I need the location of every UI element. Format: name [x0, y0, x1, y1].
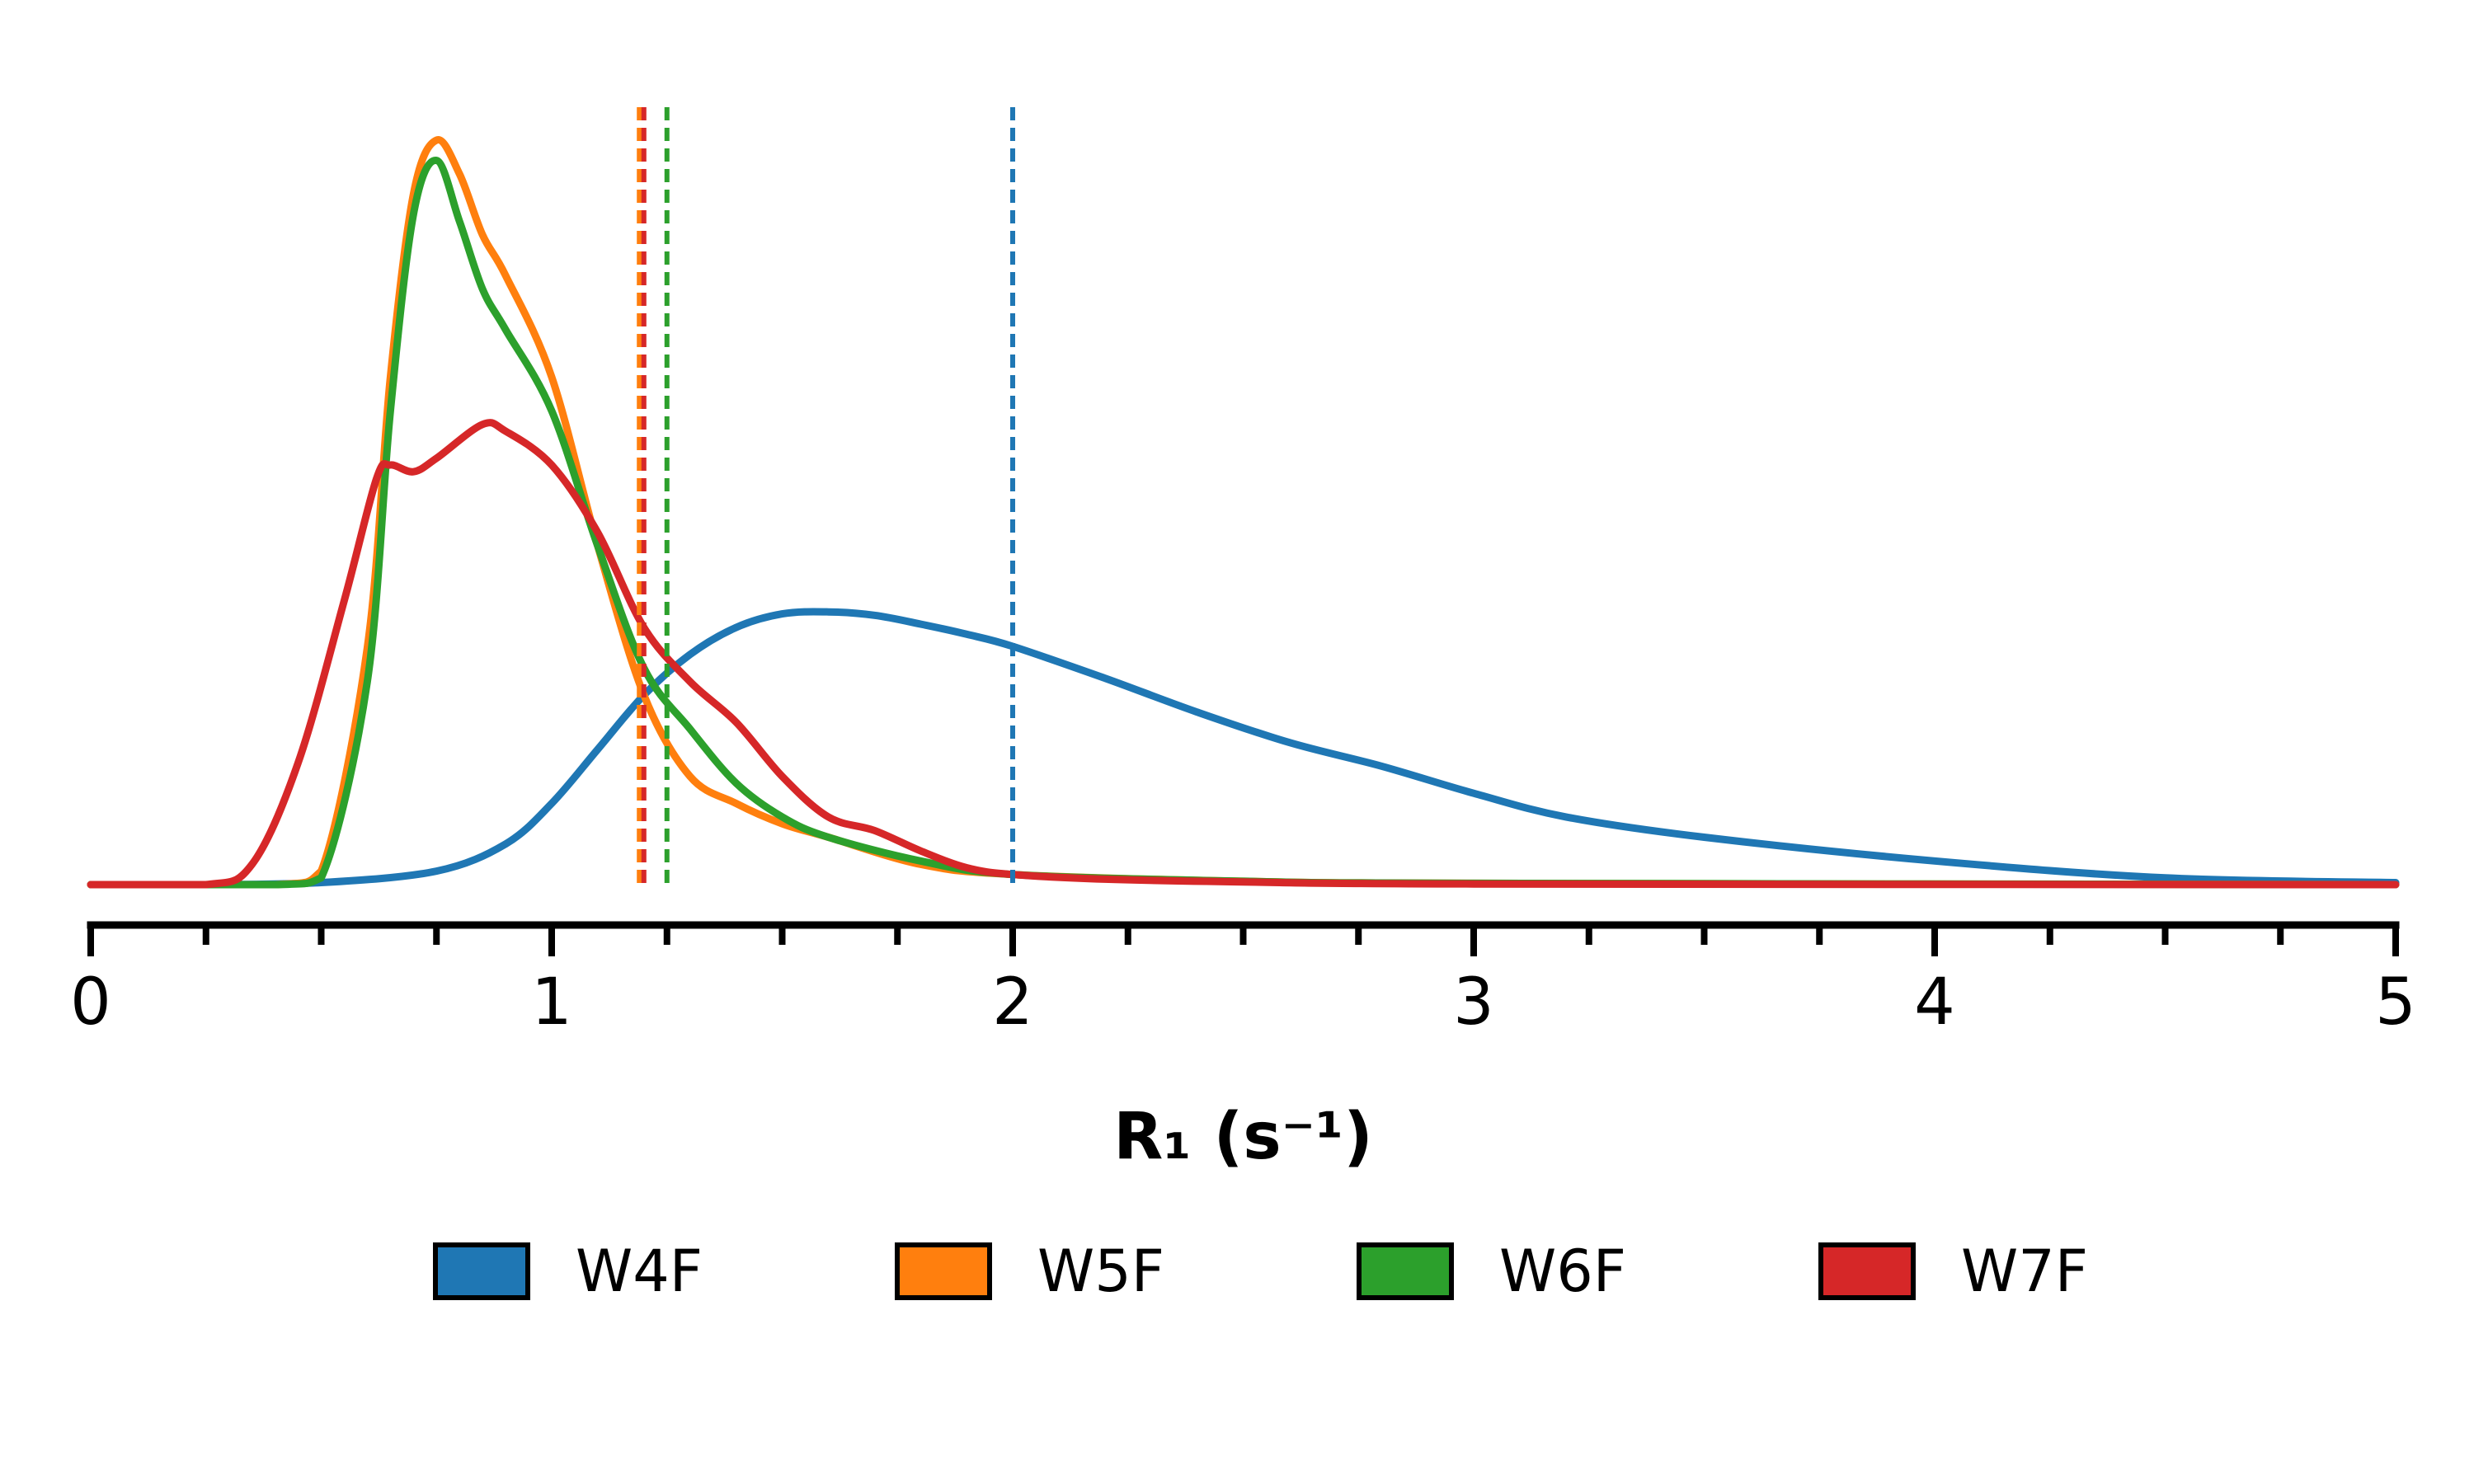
legend-label: W6F — [1499, 1237, 1626, 1305]
legend: W4F W5F W6F W7F — [433, 1237, 2088, 1305]
x-tick-label: 0 — [70, 965, 111, 1040]
legend-item-w4f: W4F — [433, 1237, 703, 1305]
legend-label: W7F — [1961, 1237, 2088, 1305]
legend-swatch — [1357, 1242, 1454, 1300]
legend-swatch — [433, 1242, 530, 1300]
legend-label: W5F — [1037, 1237, 1164, 1305]
density-line-w6f — [87, 157, 2400, 889]
legend-item-w6f: W6F — [1357, 1237, 1626, 1305]
legend-swatch — [1818, 1242, 1916, 1300]
density-line-w7f — [87, 419, 2400, 889]
x-axis-title: R₁ (s⁻¹) — [1113, 1100, 1372, 1174]
x-axis: 0 1 2 3 4 5 — [70, 921, 2416, 1040]
plot-area — [87, 136, 2400, 889]
legend-swatch — [895, 1242, 992, 1300]
density-line-w5f — [87, 136, 2400, 889]
x-tick-label: 2 — [992, 965, 1033, 1040]
legend-item-w5f: W5F — [895, 1237, 1164, 1305]
legend-item-w7f: W7F — [1818, 1237, 2088, 1305]
x-tick-label: 3 — [1453, 965, 1494, 1040]
x-tick-label: 4 — [1914, 965, 1955, 1040]
x-tick-label: 5 — [2375, 965, 2416, 1040]
density-line-w4f — [87, 608, 2400, 889]
mean-lines — [637, 107, 1015, 885]
legend-label: W4F — [576, 1237, 703, 1305]
x-tick-label: 1 — [531, 965, 572, 1040]
